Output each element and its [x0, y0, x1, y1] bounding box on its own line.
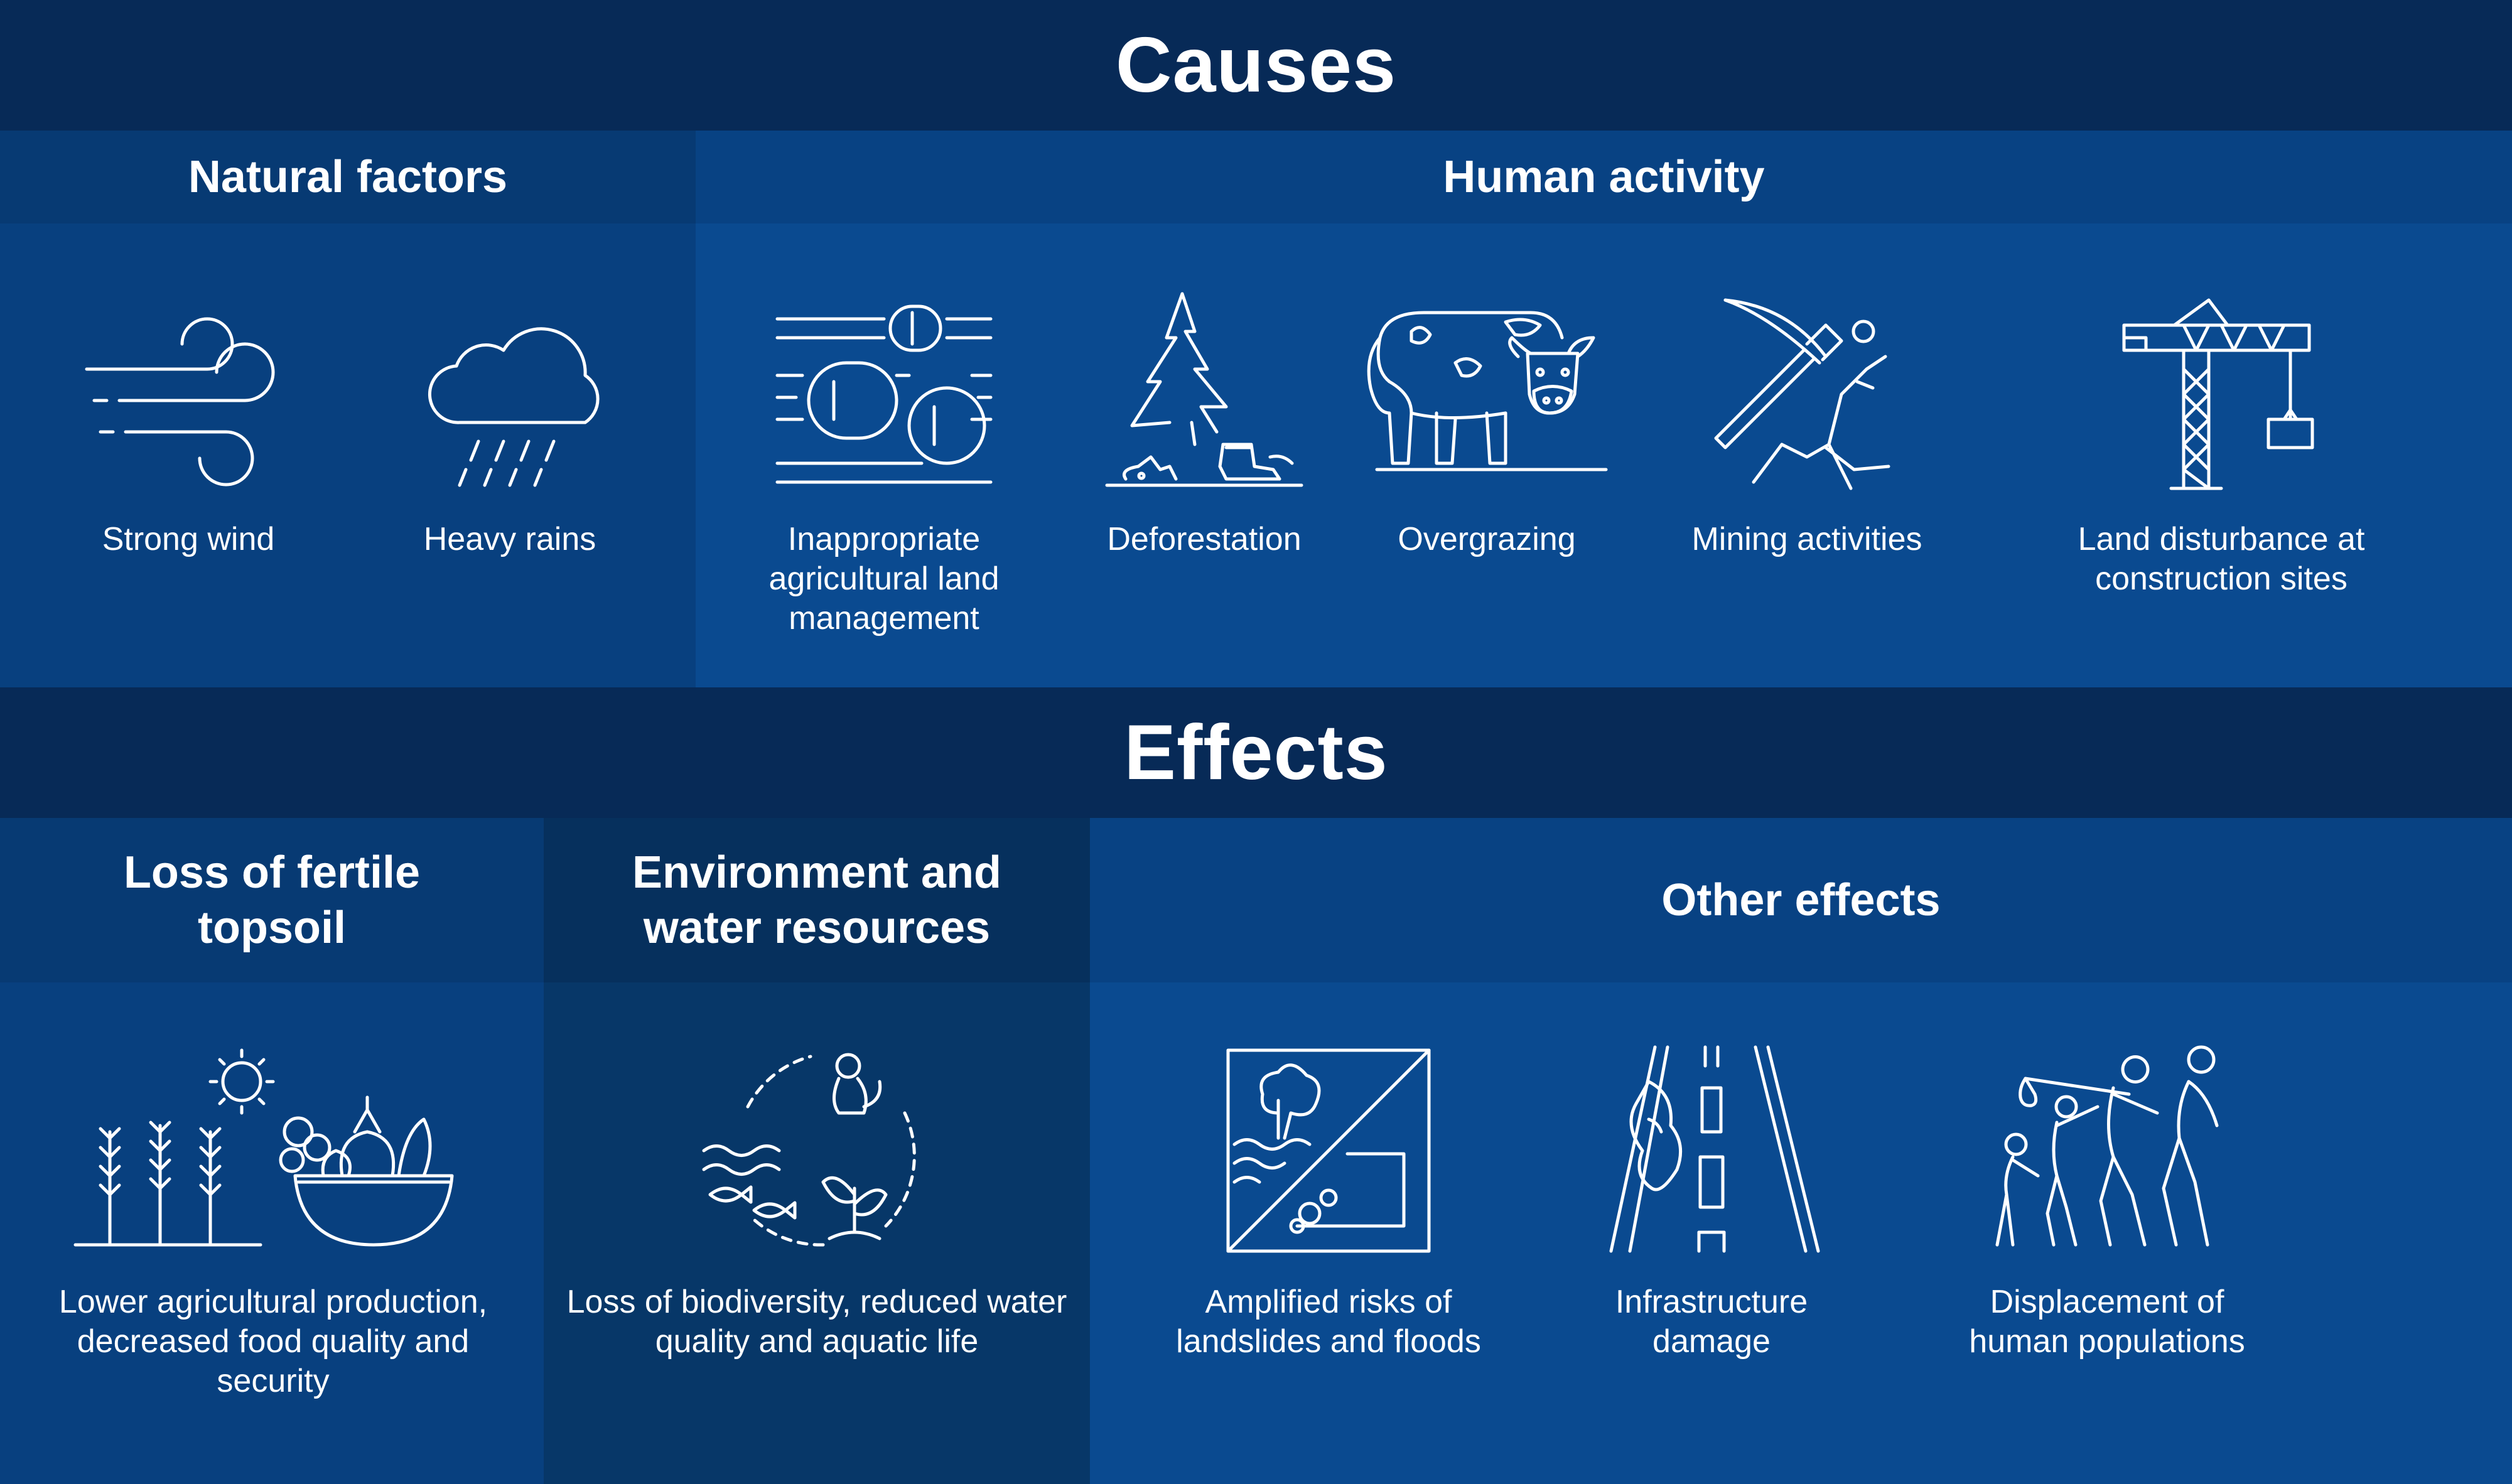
cause-label: Strong wind [102, 521, 275, 557]
damaged-road-icon [1609, 1045, 1820, 1253]
crane-icon [2122, 298, 2314, 490]
human-activity-heading: Human activity [696, 131, 2512, 223]
landslide-flood-icon [1226, 1048, 1431, 1253]
effect-label: Infrastructure damage [1615, 1284, 1808, 1360]
wind-icon [85, 317, 275, 487]
fertile-topsoil-heading: Loss of fertile topsoil [0, 818, 544, 982]
effect-label: Loss of biodiversity, reduced water qual… [566, 1284, 1067, 1360]
effects-title: Effects [1124, 709, 1388, 796]
effect-item-agricultural-production: Lower agricultural production, decreased… [25, 1044, 521, 1401]
other-effects-heading: Other effects [1090, 818, 2512, 982]
cause-label: Deforestation [1107, 521, 1302, 557]
effect-label: Amplified risks of landslides and floods [1176, 1284, 1481, 1360]
effect-label: Displacement of human populations [1969, 1284, 2245, 1360]
effect-item-population-displacement: Displacement of human populations [1944, 1044, 2270, 1362]
cause-item-construction-sites: Land disturbance at construction sites [2046, 288, 2397, 599]
natural-factors-heading: Natural factors [0, 131, 696, 223]
cause-label: Land disturbance at construction sites [2078, 521, 2365, 597]
cause-item-deforestation: Deforestation [1072, 288, 1336, 559]
cause-label: Heavy rains [423, 521, 596, 557]
ecosystem-cycle-icon [702, 1053, 916, 1247]
tree-stump-icon [1105, 292, 1303, 487]
cause-item-heavy-rains: Heavy rains [384, 306, 635, 559]
effect-item-infrastructure-damage: Infrastructure damage [1592, 1044, 1831, 1362]
causes-title: Causes [1115, 22, 1397, 109]
effect-item-biodiversity: Loss of biodiversity, reduced water qual… [566, 1044, 1068, 1362]
cause-item-mining-activities: Mining activities [1675, 288, 1939, 559]
natural-factors-panel: Natural factors Strong wind Heavy rains [0, 131, 696, 687]
cause-label: Mining activities [1691, 521, 1922, 557]
cause-label: Overgrazing [1398, 521, 1576, 557]
other-effects-panel: Other effects Amplified risks of landsli… [1090, 818, 2512, 1484]
rain-cloud-icon [428, 327, 600, 487]
environment-water-panel: Environment and water resources Loss of … [544, 818, 1090, 1484]
pickaxe-icon [1714, 298, 1890, 490]
cause-item-strong-wind: Strong wind [63, 306, 314, 559]
effect-item-landslides-floods: Amplified risks of landslides and floods [1165, 1044, 1492, 1362]
cause-label: Inappropriate agricultural land manageme… [768, 521, 1000, 637]
migrating-people-icon [1995, 1045, 2219, 1247]
causes-title-band: Causes [0, 0, 2512, 131]
fertile-topsoil-panel: Loss of fertile topsoil Lower agricultur… [0, 818, 544, 1484]
effects-title-band: Effects [0, 687, 2512, 818]
environment-water-heading: Environment and water resources [544, 818, 1090, 982]
crops-and-fruit-bowl-icon [73, 1048, 454, 1247]
cause-item-overgrazing: Overgrazing [1355, 288, 1619, 559]
hay-bales-icon [775, 304, 993, 484]
human-activity-panel: Human activity Inappropriate agricultura… [696, 131, 2512, 687]
effect-label: Lower agricultural production, decreased… [58, 1284, 488, 1399]
cause-item-agricultural-land-management: Inappropriate agricultural land manageme… [733, 288, 1035, 638]
cow-icon [1367, 311, 1608, 471]
